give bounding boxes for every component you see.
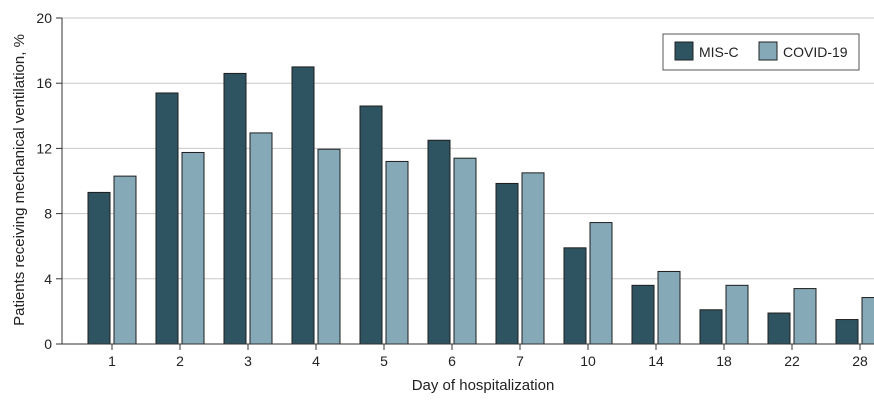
bar-mis-c-day-5 (359, 105, 383, 345)
bar-covid-19-day-6 (453, 157, 477, 345)
y-tick-label: 4 (44, 271, 52, 287)
x-tick-label: 2 (176, 353, 184, 369)
y-axis-title: Patients receiving mechanical ventilatio… (11, 34, 28, 326)
bars (87, 66, 874, 345)
bar-covid-19-day-10 (589, 222, 613, 345)
x-tick-label: 1 (108, 353, 116, 369)
bar-covid-19-day-5 (385, 160, 409, 345)
bar-covid-19-day-28 (861, 297, 874, 345)
y-tick-label: 0 (44, 336, 52, 352)
bar-covid-19-day-4 (317, 148, 341, 345)
x-tick-label: 3 (244, 353, 252, 369)
x-tick-label: 4 (312, 353, 320, 369)
y-tick-label: 16 (36, 75, 52, 91)
x-tick-label: 10 (580, 353, 596, 369)
bar-covid-19-day-14 (657, 270, 681, 345)
bar-mis-c-day-28 (835, 319, 859, 345)
bar-covid-19-day-1 (113, 175, 137, 345)
bar-mis-c-day-14 (631, 284, 655, 345)
x-tick-label: 22 (784, 353, 800, 369)
bar-covid-19-day-18 (725, 284, 749, 345)
x-tick-label: 28 (852, 353, 868, 369)
bar-mis-c-day-4 (291, 66, 315, 345)
y-tick-label: 12 (36, 140, 52, 156)
x-tick-label: 18 (716, 353, 732, 369)
x-tick-label: 7 (516, 353, 524, 369)
bar-mis-c-day-1 (87, 191, 111, 345)
y-tick-label: 20 (36, 10, 52, 26)
bar-covid-19-day-2 (181, 151, 205, 345)
x-tick-label: 14 (648, 353, 664, 369)
bar-covid-19-day-7 (521, 172, 545, 345)
x-tick-label: 5 (380, 353, 388, 369)
bar-mis-c-day-22 (767, 312, 791, 345)
legend: MIS-C COVID-19 (662, 33, 860, 71)
bar-covid-19-day-22 (793, 288, 817, 345)
legend-label-mis-c: MIS-C (699, 44, 739, 60)
legend-swatch-covid-19 (758, 41, 778, 61)
bar-mis-c-day-18 (699, 309, 723, 345)
axes (56, 17, 874, 350)
bar-mis-c-day-6 (427, 139, 451, 345)
y-tick-label: 8 (44, 206, 52, 222)
legend-label-covid-19: COVID-19 (783, 44, 848, 60)
legend-swatch-mis-c (674, 41, 694, 61)
x-tick-label: 6 (448, 353, 456, 369)
bar-covid-19-day-3 (249, 132, 273, 345)
bar-mis-c-day-2 (155, 92, 179, 345)
bar-mis-c-day-3 (223, 72, 247, 345)
bar-mis-c-day-7 (495, 182, 519, 345)
x-axis-title: Day of hospitalization (412, 377, 555, 394)
bar-mis-c-day-10 (563, 247, 587, 345)
